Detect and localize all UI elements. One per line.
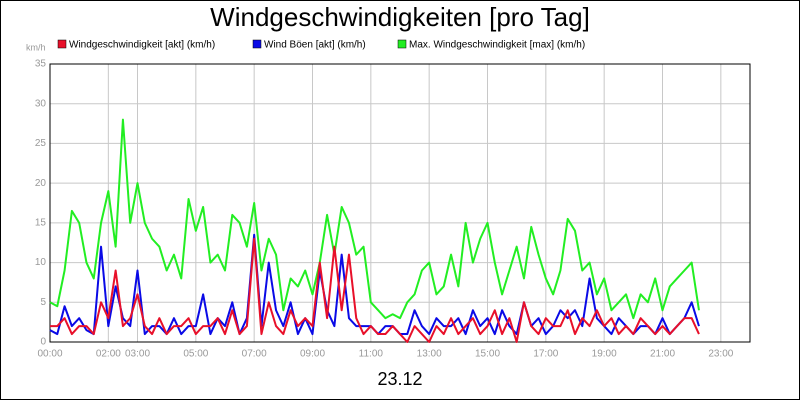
legend-label: Max. Windgeschwindigkeit [max] (km/h) [409, 40, 585, 51]
series-line [50, 237, 700, 343]
series-line [49, 118, 700, 320]
y-tick-label: 35 [35, 59, 47, 70]
y-tick-label: 15 [35, 217, 47, 228]
legend-swatch [397, 39, 407, 49]
y-tick-label: 10 [35, 257, 47, 268]
y-tick-label: 30 [35, 98, 47, 109]
y-tick-label: 5 [40, 297, 46, 308]
x-tick-label: 00:00 [37, 349, 62, 360]
x-tick-label: 07:00 [242, 349, 267, 360]
x-tick-label: 03:00 [125, 349, 150, 360]
legend-swatch [252, 39, 262, 49]
chart-title: Windgeschwindigkeiten [pro Tag] [210, 2, 590, 32]
x-label: 23.12 [377, 369, 422, 389]
y-unit: km/h [26, 42, 46, 52]
legend-swatch [57, 39, 67, 49]
x-tick-label: 02:00 [96, 349, 121, 360]
x-tick-label: 21:00 [650, 349, 675, 360]
y-tick-label: 25 [35, 138, 47, 149]
legend-label: Windgeschwindigkeit [akt] (km/h) [69, 40, 215, 51]
x-tick-label: 05:00 [183, 349, 208, 360]
x-tick-label: 11:00 [359, 349, 384, 360]
plot-border [49, 63, 751, 343]
legend-label: Wind Böen [akt] (km/h) [264, 40, 366, 51]
x-tick-label: 23:00 [708, 349, 733, 360]
y-tick-label: 0 [40, 337, 46, 348]
x-tick-label: 15:00 [475, 349, 500, 360]
x-tick-label: 19:00 [592, 349, 617, 360]
x-tick-label: 13:00 [417, 349, 442, 360]
x-tick-label: 09:00 [300, 349, 325, 360]
x-tick-label: 17:00 [533, 349, 558, 360]
y-tick-label: 20 [35, 178, 47, 189]
